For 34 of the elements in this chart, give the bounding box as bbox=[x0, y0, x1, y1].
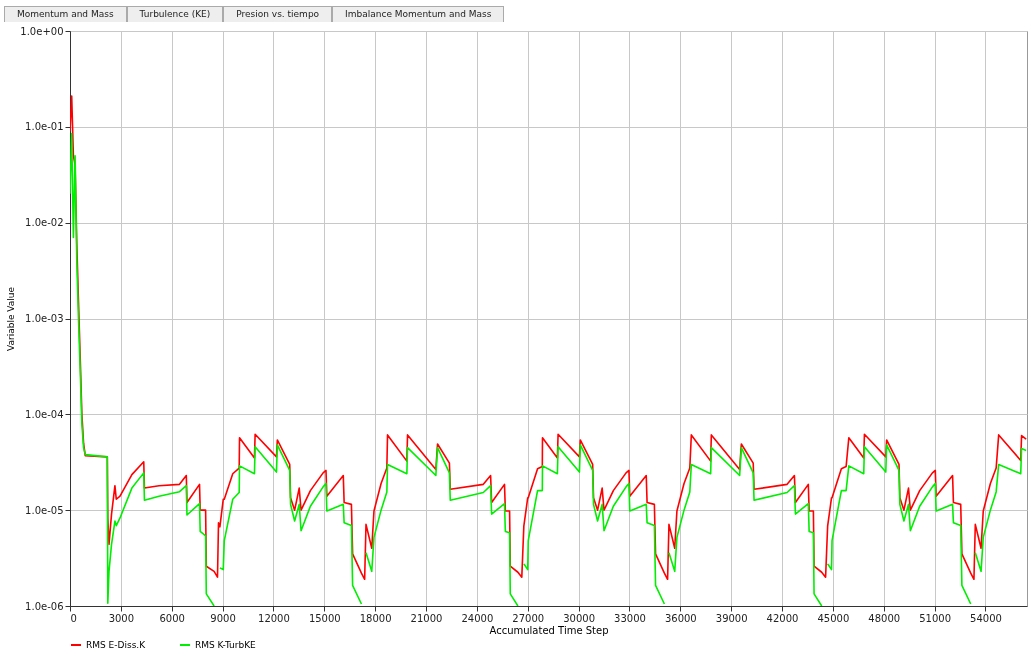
y-axis-title: Variable Value bbox=[6, 286, 17, 352]
x-tick-label: 48000 bbox=[868, 612, 901, 624]
text: Turbulence (KE) bbox=[126, 6, 224, 22]
legend-label: RMS E-Diss.K bbox=[86, 640, 147, 650]
y-tick-label: 1.0e-04 bbox=[25, 408, 64, 420]
x-tick-label: 24000 bbox=[461, 612, 494, 624]
y-tick-label: 1.0e-02 bbox=[25, 217, 64, 229]
x-tick-label: 6000 bbox=[159, 612, 185, 624]
text: Momentum and Mass bbox=[4, 6, 127, 22]
y-tick-label: 1.0e+00 bbox=[20, 25, 64, 37]
y-tick-label: 1.0e-06 bbox=[25, 600, 64, 612]
x-tick-label: 15000 bbox=[308, 612, 341, 624]
x-tick-label: 54000 bbox=[970, 612, 1002, 624]
x-tick-label: 39000 bbox=[715, 612, 748, 624]
x-tick-label: 3000 bbox=[108, 612, 135, 624]
x-tick-label: 51000 bbox=[919, 612, 952, 624]
x-tick-label: 0 bbox=[70, 612, 77, 624]
x-tick-label: 21000 bbox=[410, 612, 443, 624]
x-tick-label: 27000 bbox=[512, 612, 545, 624]
x-tick-label: 18000 bbox=[359, 612, 392, 624]
x-tick-label: 33000 bbox=[614, 612, 646, 624]
legend-label: RMS K-TurbKE bbox=[195, 640, 257, 650]
x-tick-label: 45000 bbox=[817, 612, 850, 624]
x-tick-label: 9000 bbox=[210, 612, 236, 624]
x-axis-title: Accumulated Time Step bbox=[489, 624, 609, 636]
x-tick-label: 12000 bbox=[258, 612, 290, 624]
x-tick-label: 36000 bbox=[664, 612, 697, 624]
x-tick-label: 42000 bbox=[766, 612, 799, 624]
text: Presion vs. tiempo bbox=[223, 6, 333, 22]
y-tick-label: 1.0e-03 bbox=[25, 313, 64, 324]
y-tick-label: 1.0e-05 bbox=[25, 504, 64, 516]
y-tick-label: 1.0e-01 bbox=[25, 121, 64, 133]
x-tick-label: 30000 bbox=[563, 612, 595, 624]
text: Imbalance Momentum and Mass bbox=[332, 6, 505, 22]
